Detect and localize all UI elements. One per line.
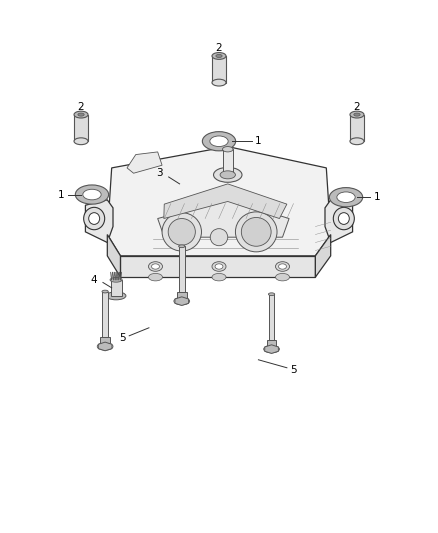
Ellipse shape bbox=[74, 138, 88, 144]
Ellipse shape bbox=[97, 343, 113, 350]
Text: 5: 5 bbox=[119, 334, 126, 343]
Ellipse shape bbox=[268, 293, 275, 296]
Ellipse shape bbox=[88, 213, 99, 224]
Bar bbox=[350, 115, 364, 141]
Ellipse shape bbox=[212, 262, 226, 271]
Bar bbox=[102, 292, 108, 337]
Ellipse shape bbox=[338, 213, 350, 224]
Text: 2: 2 bbox=[353, 102, 360, 111]
Ellipse shape bbox=[279, 264, 286, 269]
Ellipse shape bbox=[215, 264, 223, 269]
Ellipse shape bbox=[106, 292, 126, 300]
Ellipse shape bbox=[152, 264, 159, 269]
Bar bbox=[223, 149, 233, 175]
Bar bbox=[212, 56, 226, 83]
Text: 2: 2 bbox=[215, 43, 223, 53]
Ellipse shape bbox=[235, 212, 277, 252]
Ellipse shape bbox=[223, 147, 233, 152]
Ellipse shape bbox=[75, 185, 109, 204]
Ellipse shape bbox=[179, 245, 185, 248]
Ellipse shape bbox=[212, 53, 226, 59]
Ellipse shape bbox=[220, 171, 236, 179]
Ellipse shape bbox=[84, 207, 105, 230]
Bar bbox=[179, 246, 185, 292]
Bar bbox=[267, 340, 276, 346]
Polygon shape bbox=[158, 200, 289, 237]
Ellipse shape bbox=[241, 217, 271, 246]
Ellipse shape bbox=[174, 297, 190, 305]
Polygon shape bbox=[164, 184, 287, 219]
Ellipse shape bbox=[276, 273, 290, 281]
Bar bbox=[110, 280, 122, 296]
Ellipse shape bbox=[78, 113, 84, 116]
Polygon shape bbox=[127, 152, 162, 173]
Ellipse shape bbox=[276, 262, 290, 271]
Ellipse shape bbox=[350, 138, 364, 144]
Ellipse shape bbox=[333, 207, 354, 230]
Ellipse shape bbox=[74, 111, 88, 118]
Polygon shape bbox=[120, 256, 315, 277]
Polygon shape bbox=[85, 200, 113, 243]
Ellipse shape bbox=[214, 167, 242, 182]
Ellipse shape bbox=[148, 273, 162, 281]
Ellipse shape bbox=[329, 188, 363, 207]
Text: 4: 4 bbox=[91, 275, 98, 285]
Ellipse shape bbox=[350, 111, 364, 118]
Ellipse shape bbox=[212, 79, 226, 86]
Ellipse shape bbox=[102, 290, 108, 293]
Text: 3: 3 bbox=[156, 168, 163, 178]
Ellipse shape bbox=[212, 273, 226, 281]
Bar bbox=[269, 294, 274, 340]
Ellipse shape bbox=[264, 345, 279, 353]
Bar bbox=[74, 115, 88, 141]
Polygon shape bbox=[175, 297, 189, 305]
Polygon shape bbox=[265, 345, 279, 353]
Polygon shape bbox=[98, 342, 112, 351]
Text: 1: 1 bbox=[58, 190, 65, 199]
Ellipse shape bbox=[168, 219, 195, 245]
Polygon shape bbox=[315, 235, 331, 277]
Ellipse shape bbox=[162, 213, 201, 251]
Ellipse shape bbox=[337, 192, 355, 203]
Ellipse shape bbox=[110, 278, 122, 282]
Ellipse shape bbox=[202, 132, 236, 151]
Text: 2: 2 bbox=[78, 102, 85, 111]
Ellipse shape bbox=[210, 229, 228, 246]
Bar bbox=[100, 337, 110, 343]
Ellipse shape bbox=[354, 113, 360, 116]
Polygon shape bbox=[107, 147, 331, 256]
Ellipse shape bbox=[148, 262, 162, 271]
Text: 1: 1 bbox=[255, 136, 262, 146]
Polygon shape bbox=[325, 200, 353, 243]
Ellipse shape bbox=[210, 136, 228, 147]
Text: 1: 1 bbox=[373, 192, 380, 202]
Ellipse shape bbox=[216, 54, 222, 58]
Polygon shape bbox=[107, 235, 120, 277]
Text: 5: 5 bbox=[290, 366, 297, 375]
Ellipse shape bbox=[83, 189, 101, 200]
Bar bbox=[177, 292, 187, 298]
